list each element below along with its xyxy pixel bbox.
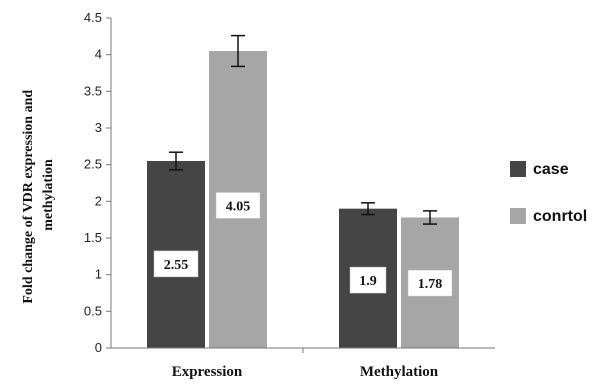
y-tick-label: 1.5 (84, 230, 102, 245)
data-label-box (153, 250, 199, 278)
x-category-label: Expression (172, 364, 243, 380)
data-label: 2.55 (164, 258, 189, 273)
bars: 2.55 4.05 1.9 1.78 (147, 34, 459, 348)
data-label: 1.78 (418, 277, 443, 292)
y-tick-label: 4 (95, 47, 102, 62)
legend: case conrtol (510, 161, 587, 225)
y-tick-label: 3 (95, 120, 102, 135)
y-tick-label: 1 (95, 267, 102, 282)
y-axis-label: Fold change of VDR expression and methyl… (21, 86, 56, 303)
legend-label-case: case (533, 161, 569, 178)
y-tick-label: 0.5 (84, 303, 102, 318)
data-label-box (407, 269, 453, 297)
data-label: 1.9 (359, 274, 377, 289)
y-axis: 0 0.5 1 1.5 2 2.5 3 3.5 4 4.5 (84, 10, 112, 355)
legend-item-conrtol: conrtol (510, 208, 587, 225)
data-label-box (215, 192, 261, 219)
y-tick-label: 0 (95, 340, 102, 355)
legend-item-case: case (510, 161, 569, 178)
y-tick-label: 2.5 (84, 157, 102, 172)
y-tick-label: 3.5 (84, 83, 102, 98)
x-category-label: Methylation (360, 364, 439, 380)
y-tick-label: 4.5 (84, 10, 102, 25)
data-label-box (349, 266, 387, 294)
legend-swatch-conrtol (510, 208, 526, 224)
legend-swatch-case (510, 161, 526, 177)
x-axis: Expression Methylation (111, 347, 495, 380)
data-label: 4.05 (226, 199, 251, 214)
legend-label-conrtol: conrtol (533, 208, 587, 225)
y-tick-label: 2 (95, 193, 102, 208)
